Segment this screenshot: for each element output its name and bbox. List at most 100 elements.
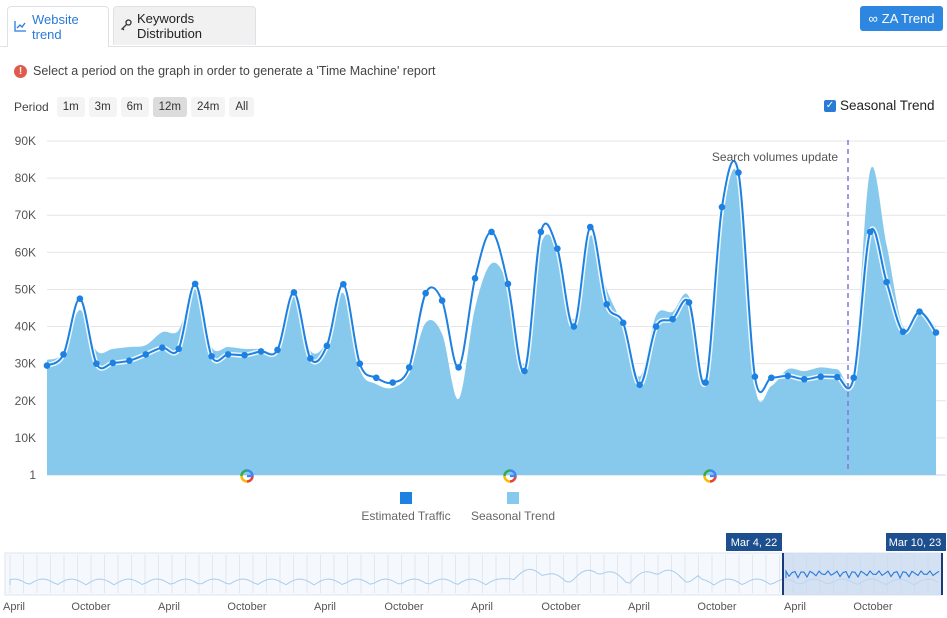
traffic-point[interactable] <box>570 323 578 330</box>
traffic-point[interactable] <box>669 315 676 323</box>
navigator-tick-label: April <box>784 601 806 613</box>
tab-keywords-distribution[interactable]: Keywords Distribution <box>113 6 256 45</box>
annotation-label: Search volumes update <box>712 150 838 164</box>
traffic-point[interactable] <box>340 280 347 288</box>
traffic-point[interactable] <box>208 352 215 360</box>
tab-label: Website trend <box>32 12 79 42</box>
traffic-point[interactable] <box>636 381 643 389</box>
period-6m-button[interactable]: 6m <box>120 97 149 117</box>
period-12m-button[interactable]: 12m <box>152 97 188 117</box>
traffic-point[interactable] <box>504 280 512 288</box>
period-label: Period <box>14 100 49 114</box>
traffic-point[interactable] <box>389 379 397 386</box>
traffic-point[interactable] <box>422 289 429 297</box>
traffic-point[interactable] <box>537 228 545 236</box>
traffic-point[interactable] <box>241 351 248 359</box>
key-icon <box>120 18 132 34</box>
navigator-tick-label: April <box>3 601 25 613</box>
legend-label[interactable]: Estimated Traffic <box>361 509 450 523</box>
traffic-point[interactable] <box>899 328 907 336</box>
traffic-point[interactable] <box>356 360 364 367</box>
google-update-icon[interactable] <box>240 469 254 483</box>
traffic-point[interactable] <box>60 351 67 358</box>
traffic-point[interactable] <box>521 367 528 375</box>
period-1m-button[interactable]: 1m <box>56 97 85 117</box>
legend-label[interactable]: Seasonal Trend <box>471 509 555 523</box>
google-arc <box>240 475 248 483</box>
seasonal-trend-toggle[interactable]: ✓ Seasonal Trend <box>824 98 935 113</box>
traffic-point[interactable] <box>718 203 726 211</box>
navigator-selection[interactable] <box>783 553 942 595</box>
tab-website-trend[interactable]: Website trend <box>7 6 109 47</box>
traffic-point[interactable] <box>93 360 100 367</box>
traffic-point[interactable] <box>307 355 314 362</box>
traffic-point[interactable] <box>43 362 51 369</box>
navigator-selected-sparkline <box>785 569 940 580</box>
y-tick-label: 60K <box>15 245 36 259</box>
period-all-button[interactable]: All <box>229 97 255 117</box>
traffic-point[interactable] <box>372 374 380 382</box>
traffic-point[interactable] <box>751 373 759 380</box>
traffic-point[interactable] <box>932 329 940 336</box>
traffic-point[interactable] <box>554 245 561 252</box>
navigator-end-label: Mar 10, 23 <box>889 537 942 549</box>
traffic-point[interactable] <box>191 280 199 288</box>
traffic-point[interactable] <box>257 348 265 355</box>
traffic-point[interactable] <box>126 357 133 364</box>
period-24m-button[interactable]: 24m <box>191 97 226 117</box>
traffic-point[interactable] <box>175 345 183 353</box>
traffic-point[interactable] <box>768 374 775 382</box>
navigator-start-badge <box>726 533 782 551</box>
google-update-icon[interactable] <box>703 469 717 483</box>
navigator-tick-label: October <box>853 601 892 613</box>
y-tick-label: 1 <box>29 468 36 482</box>
traffic-point[interactable] <box>76 295 84 303</box>
traffic-point[interactable] <box>109 359 117 367</box>
traffic-point[interactable] <box>883 278 890 286</box>
google-arc <box>240 469 248 477</box>
google-arc <box>703 475 711 483</box>
traffic-point[interactable] <box>784 372 792 380</box>
traffic-point[interactable] <box>817 373 825 380</box>
traffic-point[interactable] <box>603 300 611 308</box>
traffic-point[interactable] <box>652 323 660 330</box>
navigator-tick-label: October <box>541 601 580 613</box>
navigator-tick-label: April <box>158 601 180 613</box>
traffic-point[interactable] <box>685 299 693 306</box>
traffic-point[interactable] <box>916 308 923 316</box>
traffic-point[interactable] <box>455 364 462 371</box>
traffic-point[interactable] <box>619 319 627 327</box>
navigator-tick-label: October <box>71 601 110 613</box>
traffic-point[interactable] <box>833 373 841 381</box>
traffic-point[interactable] <box>586 223 594 231</box>
traffic-point[interactable] <box>800 375 808 383</box>
za-trend-button[interactable]: ∞ ZA Trend <box>860 6 943 31</box>
google-bar <box>247 474 253 478</box>
traffic-point[interactable] <box>850 374 857 382</box>
traffic-point[interactable] <box>158 344 166 352</box>
traffic-point[interactable] <box>438 297 446 304</box>
traffic-point[interactable] <box>142 351 150 358</box>
google-bar <box>710 474 716 478</box>
traffic-point[interactable] <box>323 342 331 350</box>
period-3m-button[interactable]: 3m <box>88 97 117 117</box>
tab-label: Keywords Distribution <box>137 11 203 41</box>
traffic-point[interactable] <box>488 228 495 236</box>
info-message: ! Select a period on the graph in order … <box>14 64 435 78</box>
traffic-point[interactable] <box>274 346 281 354</box>
traffic-point[interactable] <box>224 351 232 358</box>
traffic-point[interactable] <box>735 169 742 176</box>
traffic-point[interactable] <box>866 228 874 236</box>
traffic-point[interactable] <box>405 364 413 371</box>
navigator-tick-label: October <box>227 601 266 613</box>
checkbox-icon[interactable]: ✓ <box>824 99 836 112</box>
traffic-point[interactable] <box>702 379 709 386</box>
infinity-icon: ∞ <box>868 11 878 26</box>
legend-swatch <box>400 492 412 504</box>
y-tick-label: 80K <box>15 171 36 185</box>
traffic-point[interactable] <box>290 289 298 296</box>
google-arc <box>503 475 511 483</box>
traffic-point[interactable] <box>471 275 479 282</box>
google-update-icon[interactable] <box>503 469 517 483</box>
